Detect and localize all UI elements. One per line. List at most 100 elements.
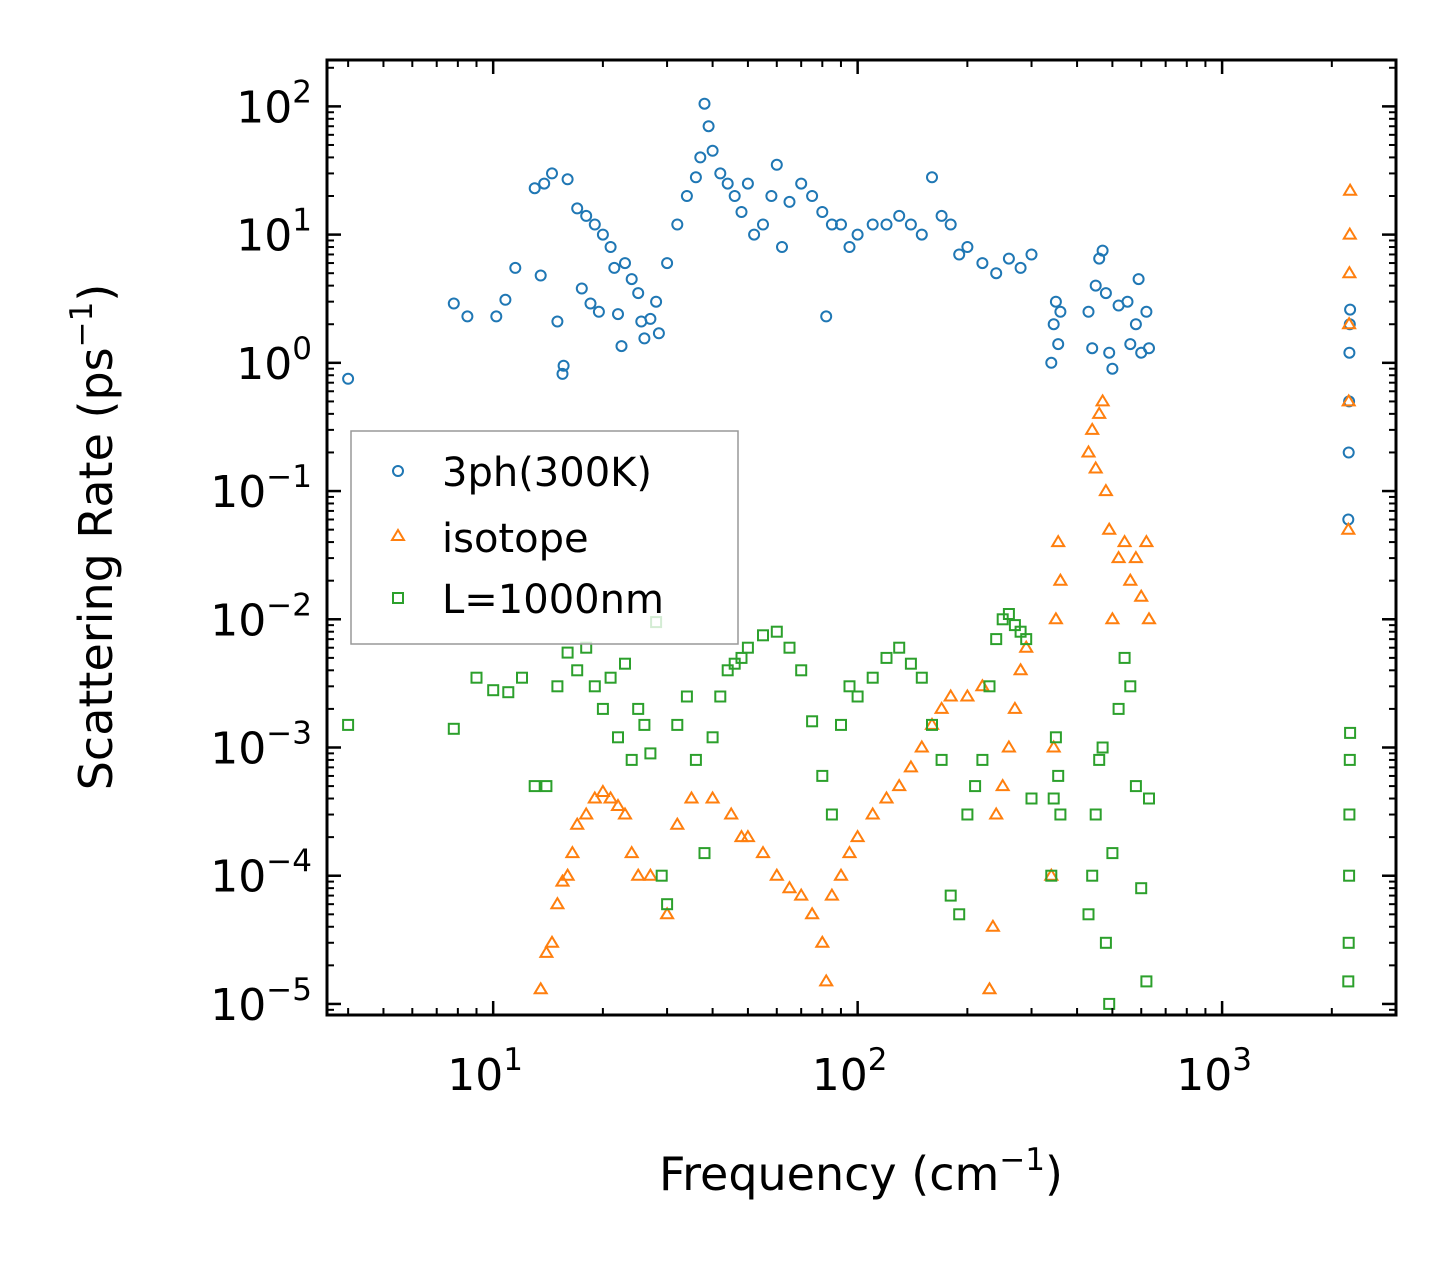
axis-ticks: 101 102 103 102 101 100 10−1 10−2 10−3 10−4 10−5 [210, 60, 1396, 1101]
point-1-1 [538, 944, 555, 958]
point-2-64 [1045, 869, 1058, 882]
point-1-20 [704, 790, 721, 804]
y-tick-label-4: 10−2 [210, 587, 312, 646]
point-1-6 [564, 845, 581, 859]
point-2-78 [1118, 651, 1131, 664]
point-1-15 [630, 867, 646, 881]
point-2-50 [935, 753, 948, 766]
point-2-46 [893, 641, 906, 654]
point-0-20 [596, 228, 609, 241]
point-0-14 [571, 202, 584, 215]
point-1-65 [1104, 611, 1121, 625]
point-1-51 [1012, 662, 1029, 676]
point-0-70 [976, 257, 989, 270]
point-2-3 [487, 684, 500, 697]
point-2-82 [1140, 975, 1153, 988]
point-1-34 [849, 829, 866, 843]
point-2-38 [806, 715, 819, 728]
point-1-0 [532, 981, 549, 995]
point-0-24 [615, 340, 628, 353]
point-2-68 [1054, 808, 1067, 821]
y-tick-label-5: 10−3 [210, 716, 312, 775]
point-0-81 [1086, 342, 1099, 355]
point-2-49 [926, 718, 938, 731]
legend-label-3ph: 3ph(300K) [442, 450, 652, 496]
point-0-6 [528, 182, 541, 195]
point-0-26 [625, 273, 638, 286]
point-1-16 [642, 867, 659, 881]
point-2-88 [1343, 753, 1356, 766]
point-2-59 [1002, 608, 1015, 620]
point-0-35 [680, 190, 693, 202]
point-0-31 [650, 295, 663, 308]
x-axis-label: Frequency (cm−1) [659, 1142, 1063, 1201]
point-0-52 [795, 177, 808, 190]
y-tick-label-7: 10−5 [210, 972, 312, 1031]
point-0-82 [1089, 279, 1102, 292]
point-1-10 [595, 784, 611, 797]
point-0-57 [835, 218, 847, 231]
point-0-38 [698, 97, 711, 110]
point-1-23 [740, 829, 756, 843]
point-1-21 [723, 806, 739, 820]
point-0-59 [851, 228, 864, 241]
y-tick-label-0: 102 [236, 74, 312, 133]
point-1-68 [1122, 572, 1139, 586]
point-0-44 [735, 206, 748, 218]
point-2-62 [1020, 633, 1033, 646]
point-1-5 [559, 867, 576, 881]
point-2-39 [816, 769, 829, 782]
point-0-72 [1002, 252, 1015, 265]
point-2-75 [1103, 997, 1116, 1010]
point-2-72 [1093, 753, 1106, 766]
point-2-23 [661, 898, 674, 911]
point-2-19 [638, 718, 651, 731]
point-1-39 [914, 739, 930, 753]
point-1-33 [841, 845, 858, 859]
point-0-11 [556, 367, 569, 380]
point-1-46 [985, 918, 1001, 932]
point-1-32 [833, 867, 849, 881]
point-2-22 [655, 869, 668, 882]
point-2-10 [571, 664, 584, 677]
point-1-70 [1133, 588, 1149, 602]
point-2-26 [689, 753, 702, 766]
point-0-99 [1343, 346, 1356, 359]
point-1-75 [1341, 316, 1357, 330]
point-0-60 [866, 218, 879, 231]
point-2-84 [1342, 975, 1355, 988]
point-1-57 [1052, 572, 1069, 586]
point-0-87 [1106, 362, 1119, 375]
point-2-4 [502, 686, 515, 699]
point-1-19 [683, 790, 700, 804]
point-2-76 [1106, 847, 1119, 860]
point-1-26 [781, 880, 798, 894]
point-0-61 [880, 218, 893, 231]
point-0-63 [904, 218, 917, 231]
point-1-47 [988, 806, 1004, 820]
point-2-45 [880, 651, 893, 664]
point-1-64 [1101, 521, 1117, 535]
point-0-43 [728, 190, 741, 202]
point-0-50 [776, 241, 788, 253]
point-0-94 [1140, 305, 1153, 318]
point-1-35 [864, 806, 881, 820]
point-0-90 [1124, 338, 1137, 351]
point-0-13 [561, 173, 574, 186]
point-2-86 [1343, 869, 1356, 882]
point-0-77 [1049, 295, 1062, 308]
point-0-65 [926, 171, 938, 184]
point-2-66 [1049, 731, 1062, 744]
point-1-60 [1087, 460, 1104, 474]
point-1-61 [1091, 405, 1107, 419]
point-2-79 [1124, 680, 1137, 693]
point-2-14 [604, 671, 617, 684]
point-1-76 [1341, 265, 1358, 279]
point-0-10 [551, 315, 564, 328]
point-2-29 [714, 690, 727, 703]
point-0-47 [757, 218, 769, 231]
point-1-48 [994, 778, 1011, 792]
point-1-62 [1094, 393, 1111, 407]
point-0-18 [588, 218, 601, 231]
